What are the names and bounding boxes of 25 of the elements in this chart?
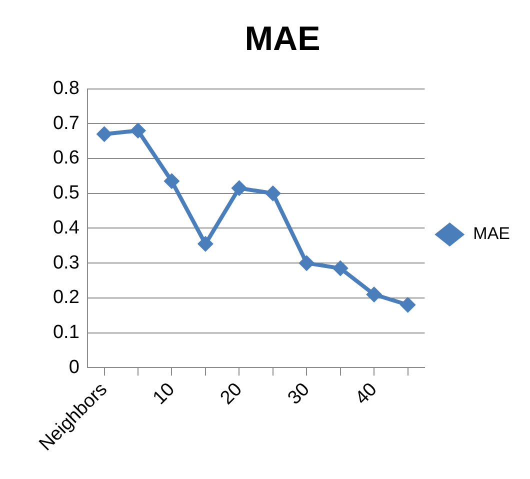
point bbox=[400, 296, 416, 313]
y-tick-label: 0.2 bbox=[52, 287, 80, 308]
y-tick-label: 0.5 bbox=[52, 182, 80, 204]
point bbox=[264, 185, 281, 202]
y-tick-label: 0.8 bbox=[52, 78, 80, 100]
x-tick-label: 20 bbox=[216, 379, 246, 409]
point bbox=[231, 180, 248, 196]
point bbox=[298, 255, 315, 272]
y-tick-label: 0.1 bbox=[52, 322, 80, 344]
x-tick-label: 30 bbox=[284, 379, 314, 409]
chart-title: MAE bbox=[244, 20, 320, 58]
y-tick-label: 0.6 bbox=[52, 148, 80, 169]
x-tick-label: 10 bbox=[149, 379, 179, 409]
legend-label: MAE bbox=[473, 224, 510, 244]
y-tick-label: 0.3 bbox=[52, 252, 80, 274]
point bbox=[164, 173, 180, 190]
y-tick-label: 0.7 bbox=[52, 112, 80, 134]
point bbox=[197, 236, 214, 252]
point bbox=[366, 286, 382, 302]
point bbox=[130, 122, 146, 139]
point bbox=[332, 260, 348, 276]
point bbox=[96, 126, 112, 142]
y-tick-label: 0 bbox=[68, 356, 80, 378]
y-tick-label: 0.4 bbox=[52, 217, 80, 238]
x-tick-label: 40 bbox=[352, 379, 382, 409]
